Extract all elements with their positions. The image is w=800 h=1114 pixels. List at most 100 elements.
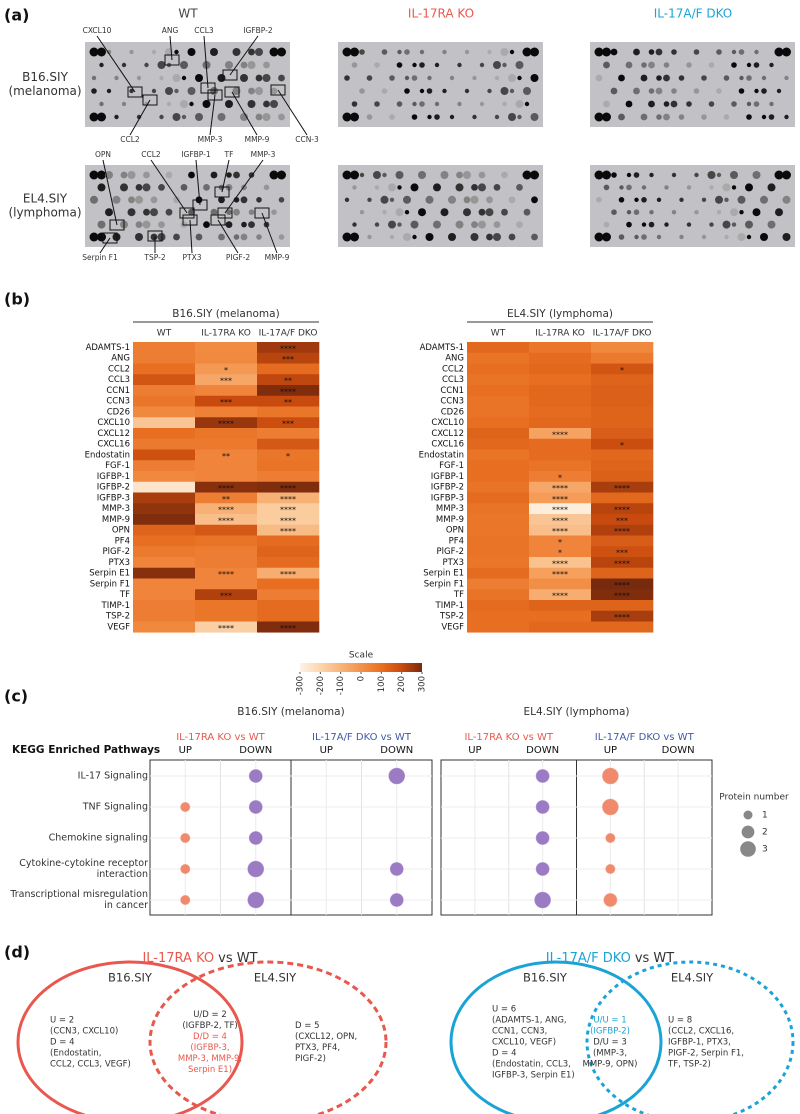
annotation-box <box>210 214 226 226</box>
blot-spot <box>381 88 388 94</box>
pathway-dot <box>247 860 265 878</box>
blot-spot <box>217 113 226 121</box>
colorbar-title: Scale <box>349 651 374 661</box>
blot-spot <box>618 74 625 82</box>
blot-spot <box>114 75 119 81</box>
blot-spot <box>471 184 478 191</box>
significance: **** <box>614 506 630 515</box>
annotation-box <box>109 219 125 231</box>
blot-spot <box>648 221 655 228</box>
annotation-box <box>270 84 286 96</box>
blot-spot <box>671 210 677 215</box>
heatmap-cell <box>257 567 320 579</box>
significance: * <box>620 366 624 375</box>
blot-spot <box>722 183 731 192</box>
significance: **** <box>552 527 568 536</box>
heatmap-cell <box>467 374 530 386</box>
blot-spot <box>97 47 106 57</box>
heatmap-cell <box>529 460 592 472</box>
direction-label: DOWN <box>380 745 413 756</box>
venn-region-text: CCL2, CCL3, VEGF) <box>50 1060 131 1070</box>
blot-spot <box>715 195 723 204</box>
blot-spot <box>142 183 151 192</box>
pathway-label: in cancer <box>104 900 148 911</box>
panel-letter: (b) <box>4 290 30 309</box>
pathway-dot <box>180 864 191 874</box>
heatmap-title: EL4.SIY (lymphoma) <box>507 308 613 320</box>
colorbar-tick-label: -200 <box>316 676 326 695</box>
panel-letter: (c) <box>4 687 28 706</box>
annotation-box <box>254 207 270 219</box>
blot-spot <box>91 75 97 81</box>
heatmap-cell <box>195 352 258 364</box>
heatmap-cell <box>529 363 592 375</box>
heatmap-row-label: CCN1 <box>440 386 464 396</box>
heatmap-cell <box>467 621 530 633</box>
blot-spot <box>761 114 767 120</box>
heatmap-cell <box>133 406 196 418</box>
blot-spot <box>426 88 433 94</box>
blot-membrane <box>85 42 290 127</box>
blot-spot <box>448 195 456 204</box>
significance: **** <box>552 484 568 493</box>
heatmap-row-label: PTX3 <box>442 558 464 568</box>
blot-spot <box>655 48 663 56</box>
blot-spot <box>181 114 187 120</box>
heatmap-column-label: IL-17A/F DKO <box>593 329 652 339</box>
heatmap-cell <box>195 567 258 579</box>
blot-spot <box>634 197 639 202</box>
pathway-dot <box>602 798 619 816</box>
blot-spot <box>603 61 610 69</box>
blot-spot <box>262 113 271 121</box>
blot-spot <box>403 233 411 241</box>
heatmap-row-label: CD26 <box>107 407 130 417</box>
blot-row-label: EL4.SIY <box>23 192 68 206</box>
heatmap-cell <box>529 589 592 601</box>
annotation-box <box>102 232 118 244</box>
blot-spot <box>240 61 248 69</box>
heatmap-cell <box>591 363 654 375</box>
heatmap-cell <box>257 621 320 633</box>
annotation-label: IGFBP-1 <box>181 150 211 159</box>
heatmap-cell <box>467 514 530 526</box>
heatmap-cell <box>467 438 530 450</box>
heatmap-cell <box>257 514 320 526</box>
pathway-dot <box>248 831 263 845</box>
heatmap-row-label: Serpin E1 <box>89 569 130 579</box>
blot-spot <box>112 195 121 204</box>
blot-spot <box>731 185 737 190</box>
heatmap-cell <box>133 438 196 450</box>
blot-spot <box>449 75 455 81</box>
blot-spot <box>752 171 761 179</box>
pathway-dot <box>535 831 550 845</box>
blot-spot <box>724 234 729 240</box>
blot-spot <box>389 75 395 81</box>
blot-spot <box>262 74 271 82</box>
annotation-label: IGFBP-2 <box>243 26 273 35</box>
blot-spot <box>350 112 359 122</box>
blot-spot <box>90 195 98 204</box>
colorbar-tick-label: 100 <box>377 676 387 692</box>
venn-region-text: MMP-3, MMP-9, <box>178 1054 242 1064</box>
heatmap-cell <box>529 557 592 569</box>
blot-spot <box>746 114 752 120</box>
blot-column-title: IL-17A/F DKO <box>654 7 732 21</box>
heatmap-row-label: MMP-3 <box>436 504 464 514</box>
blot-spot <box>769 62 774 68</box>
blot-spot <box>187 48 196 56</box>
blot-spot <box>502 62 507 68</box>
heatmap-cell <box>257 524 320 536</box>
blot-spot <box>269 170 279 180</box>
blot-spot <box>493 184 501 191</box>
blot-spot <box>396 101 403 107</box>
heatmap-cell <box>467 352 530 364</box>
blot-spot <box>233 234 240 240</box>
heatmap-cell <box>591 567 654 579</box>
blot-spot <box>278 197 285 203</box>
venn-region-text: (Endostatin, CCL3, <box>492 1060 571 1070</box>
blot-spot <box>144 62 149 68</box>
blot-spot <box>464 88 470 94</box>
blot-spot <box>745 183 753 192</box>
blot-spot <box>359 172 365 178</box>
